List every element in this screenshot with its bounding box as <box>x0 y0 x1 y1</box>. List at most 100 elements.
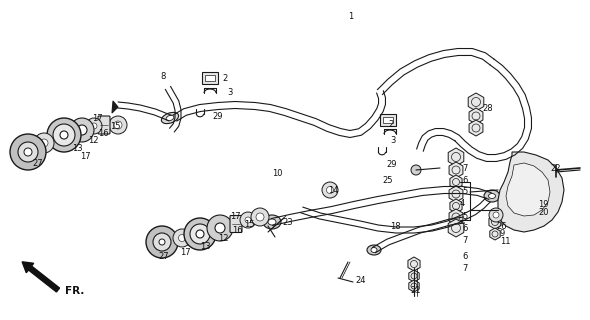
Circle shape <box>159 239 165 245</box>
Text: 1: 1 <box>348 12 353 21</box>
Circle shape <box>411 165 421 175</box>
Polygon shape <box>112 101 118 113</box>
Ellipse shape <box>489 194 496 198</box>
Text: 13: 13 <box>200 242 211 251</box>
Circle shape <box>451 223 461 233</box>
Circle shape <box>240 212 256 228</box>
Text: 14: 14 <box>328 186 339 195</box>
Text: 6: 6 <box>462 252 467 261</box>
Circle shape <box>451 153 461 162</box>
Text: 17: 17 <box>230 212 241 221</box>
Circle shape <box>472 112 480 120</box>
Polygon shape <box>468 93 484 111</box>
Text: 22: 22 <box>550 164 560 173</box>
Text: 23: 23 <box>282 218 293 227</box>
Circle shape <box>179 235 185 242</box>
Ellipse shape <box>162 112 179 124</box>
Ellipse shape <box>484 190 500 202</box>
Circle shape <box>493 212 499 218</box>
Ellipse shape <box>166 115 174 121</box>
Polygon shape <box>450 199 462 213</box>
Polygon shape <box>450 175 462 189</box>
Ellipse shape <box>263 215 281 229</box>
Text: 15: 15 <box>110 122 120 131</box>
Text: 16: 16 <box>98 129 109 138</box>
Circle shape <box>109 116 127 134</box>
Circle shape <box>24 148 32 156</box>
Circle shape <box>18 142 38 162</box>
Circle shape <box>452 166 460 174</box>
Circle shape <box>491 219 499 226</box>
Text: 29: 29 <box>212 112 222 121</box>
Polygon shape <box>498 152 564 232</box>
Text: 6: 6 <box>462 224 467 233</box>
Text: 20: 20 <box>538 208 549 217</box>
FancyBboxPatch shape <box>230 215 242 233</box>
Text: 28: 28 <box>482 104 493 113</box>
Circle shape <box>489 208 503 222</box>
Text: 12: 12 <box>88 136 99 145</box>
Circle shape <box>184 218 216 250</box>
Circle shape <box>153 233 171 251</box>
Text: 7: 7 <box>462 236 467 245</box>
Polygon shape <box>448 148 464 166</box>
Circle shape <box>173 229 191 247</box>
Polygon shape <box>469 120 483 136</box>
Polygon shape <box>449 186 463 202</box>
Text: 27: 27 <box>32 159 42 168</box>
Circle shape <box>34 133 54 153</box>
Circle shape <box>47 118 81 152</box>
Circle shape <box>40 139 48 147</box>
Text: 18: 18 <box>390 222 401 231</box>
Ellipse shape <box>367 245 381 255</box>
Text: 7: 7 <box>462 164 467 173</box>
Polygon shape <box>469 108 483 124</box>
Circle shape <box>452 190 460 198</box>
Text: 21: 21 <box>410 286 421 295</box>
Text: 7: 7 <box>462 264 467 273</box>
Circle shape <box>322 182 338 198</box>
Circle shape <box>207 215 233 241</box>
Text: 26: 26 <box>496 222 507 231</box>
Circle shape <box>453 179 460 186</box>
Ellipse shape <box>268 219 276 225</box>
Circle shape <box>77 125 87 135</box>
Text: 17: 17 <box>80 152 91 161</box>
Text: 2: 2 <box>222 74 227 83</box>
Text: 13: 13 <box>72 144 83 153</box>
Text: 3: 3 <box>227 88 232 97</box>
Text: 15: 15 <box>244 220 254 229</box>
Text: 16: 16 <box>232 226 242 235</box>
Polygon shape <box>202 72 218 84</box>
Text: 10: 10 <box>272 169 283 178</box>
Circle shape <box>146 226 178 258</box>
Text: 19: 19 <box>538 200 549 209</box>
Text: 3: 3 <box>390 136 395 145</box>
Polygon shape <box>448 219 464 237</box>
Circle shape <box>196 230 204 238</box>
Circle shape <box>492 231 498 237</box>
Circle shape <box>471 98 480 107</box>
Circle shape <box>70 118 94 142</box>
Text: 9: 9 <box>500 229 505 238</box>
Text: 17: 17 <box>92 114 103 123</box>
Polygon shape <box>205 75 215 81</box>
Circle shape <box>245 217 251 223</box>
Circle shape <box>453 203 460 210</box>
Text: 24: 24 <box>355 276 365 285</box>
Circle shape <box>53 124 75 146</box>
Polygon shape <box>449 209 463 225</box>
Circle shape <box>326 187 333 194</box>
Polygon shape <box>380 114 396 126</box>
Text: FR.: FR. <box>65 286 84 296</box>
Text: 25: 25 <box>382 176 392 185</box>
Polygon shape <box>489 215 501 229</box>
Text: 17: 17 <box>180 248 191 257</box>
Text: 29: 29 <box>386 160 396 169</box>
Text: 5: 5 <box>462 187 467 196</box>
Circle shape <box>86 118 102 134</box>
Polygon shape <box>490 228 500 240</box>
Polygon shape <box>409 280 419 292</box>
Circle shape <box>215 223 225 233</box>
Polygon shape <box>383 117 393 123</box>
